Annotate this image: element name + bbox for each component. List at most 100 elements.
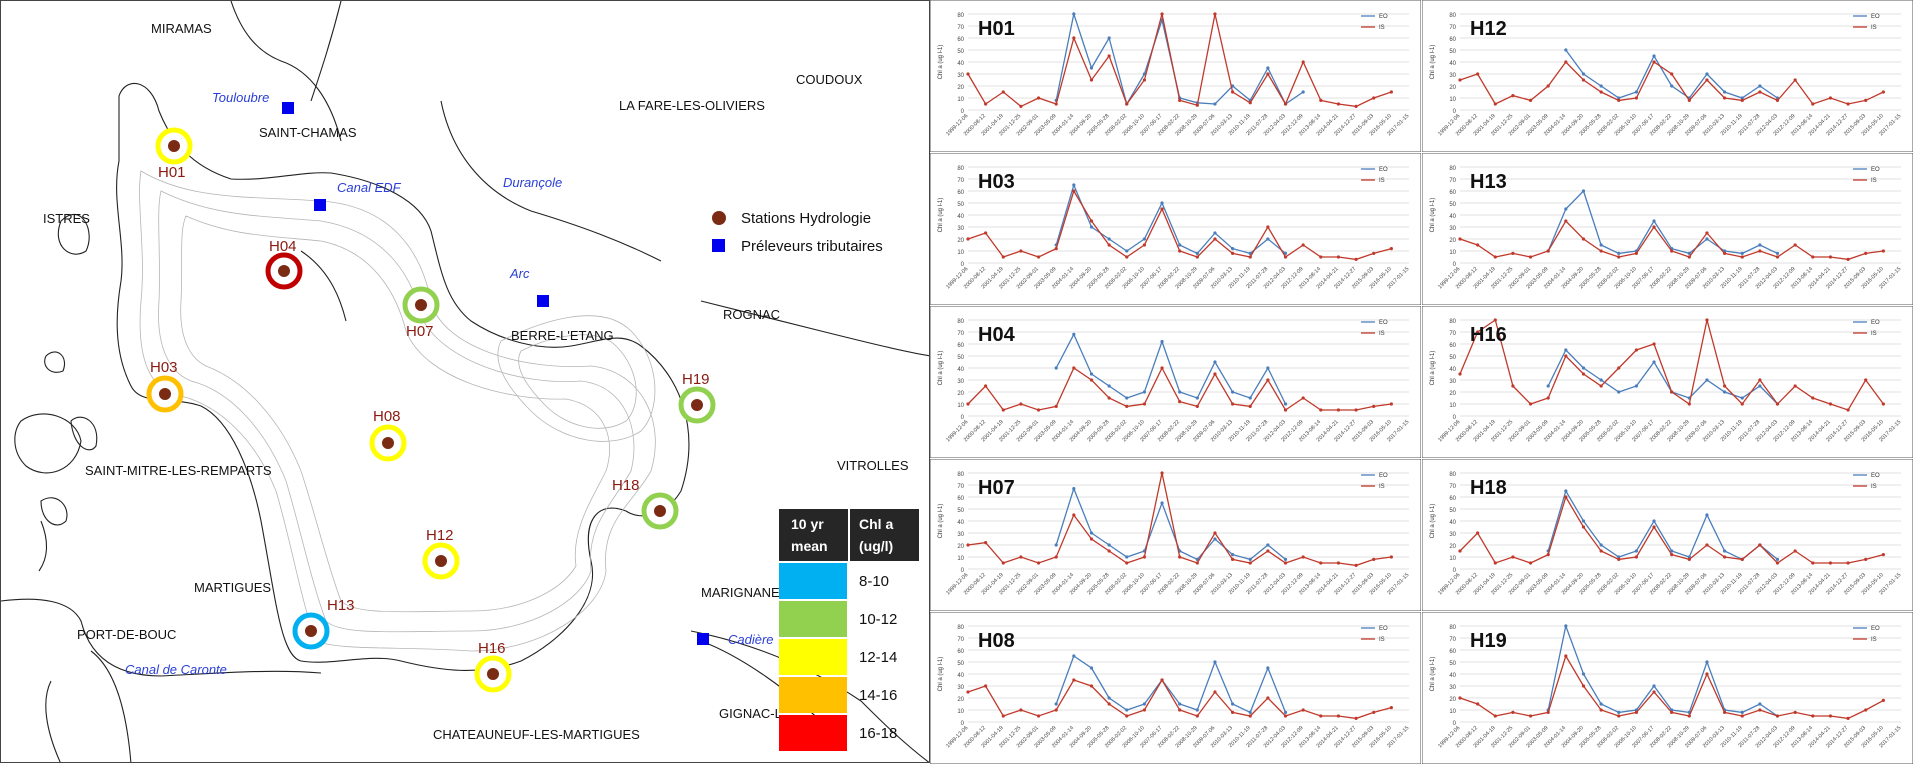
data-point xyxy=(1125,404,1129,408)
data-point xyxy=(1283,557,1288,561)
legend-entry: EO xyxy=(1871,14,1880,20)
chart-title: H08 xyxy=(978,630,1015,652)
chart-title: H12 xyxy=(1470,18,1507,40)
station-label: H07 xyxy=(406,323,434,340)
data-point xyxy=(1283,408,1288,412)
data-point xyxy=(966,72,970,76)
data-point xyxy=(1599,243,1603,247)
y-axis-label: Chl a (ug l-1) xyxy=(1430,657,1436,692)
legend-entry: IS xyxy=(1871,25,1877,31)
y-tick-label: 20 xyxy=(957,238,964,244)
data-point xyxy=(1793,78,1797,82)
coastline xyxy=(1,1,929,762)
data-point xyxy=(1107,702,1111,706)
data-point xyxy=(1125,255,1129,259)
data-point xyxy=(1389,706,1393,710)
station-H19[interactable]: H19 xyxy=(678,371,716,424)
legend-entry: IS xyxy=(1379,331,1385,337)
data-point xyxy=(1301,396,1305,400)
data-point xyxy=(1107,543,1111,547)
data-point xyxy=(1072,366,1076,370)
y-tick-label: 10 xyxy=(1449,709,1456,715)
data-point xyxy=(1634,90,1638,94)
y-tick-label: 10 xyxy=(957,403,964,409)
data-point xyxy=(1828,402,1833,406)
data-point xyxy=(1336,255,1341,259)
data-point xyxy=(1493,561,1497,565)
data-point xyxy=(1142,402,1146,406)
station-H18[interactable]: H18 xyxy=(612,477,679,530)
sampler-symbol xyxy=(712,239,725,252)
station-label: H12 xyxy=(426,527,454,544)
chart-title: H07 xyxy=(978,477,1015,499)
tributary-label: Canal de Caronte xyxy=(125,662,227,677)
data-point xyxy=(1248,255,1252,259)
data-point xyxy=(1195,396,1199,400)
data-point xyxy=(1142,243,1146,247)
data-point xyxy=(1476,702,1480,706)
data-point xyxy=(1178,249,1182,253)
chart-H01: 0 10 20 30 40 50 60 70 80 1999-12-06 2000-08-12 200… xyxy=(930,0,1421,152)
chart-H12: 0 10 20 30 40 50 60 70 80 1999-12-06 2000-08-12 200… xyxy=(1422,0,1913,152)
stations: H01 H04 H07 H03 H08 xyxy=(146,127,716,693)
data-point xyxy=(1564,354,1568,358)
sampler-marker xyxy=(537,295,549,307)
data-point xyxy=(1248,710,1252,714)
data-point xyxy=(1283,402,1288,406)
station-H13[interactable]: H13 xyxy=(292,597,355,650)
town-label: BERRE-L'ETANG xyxy=(511,328,614,343)
y-tick-label: 40 xyxy=(957,61,964,67)
data-point xyxy=(1528,255,1533,259)
data-point xyxy=(1142,708,1146,712)
data-point xyxy=(1723,555,1727,559)
data-point xyxy=(1687,255,1691,259)
data-point xyxy=(1107,696,1111,700)
data-point xyxy=(1107,54,1111,58)
data-point xyxy=(1389,555,1393,559)
town-label: ISTRES xyxy=(43,211,90,226)
data-point xyxy=(1634,555,1638,559)
data-point xyxy=(1581,672,1586,676)
station-H16[interactable]: H16 xyxy=(474,640,512,693)
data-point xyxy=(1546,396,1550,400)
data-point xyxy=(1846,716,1850,720)
station-H12[interactable]: H12 xyxy=(422,527,460,580)
data-point xyxy=(1283,251,1288,255)
y-tick-label: 20 xyxy=(1449,238,1456,244)
data-point xyxy=(984,684,988,688)
legend-entry: IS xyxy=(1379,484,1385,490)
y-tick-label: 60 xyxy=(957,496,964,502)
data-point xyxy=(1266,543,1270,547)
data-point xyxy=(1125,102,1129,106)
y-tick-label: 80 xyxy=(1449,625,1456,631)
y-tick-label: 80 xyxy=(1449,319,1456,325)
town-label: MIRAMAS xyxy=(151,21,212,36)
y-tick-label: 60 xyxy=(957,190,964,196)
data-point xyxy=(1528,561,1533,565)
data-point xyxy=(1881,402,1885,406)
data-point xyxy=(1758,702,1762,706)
station-H01[interactable]: H01 xyxy=(155,127,193,181)
station-H04[interactable]: H04 xyxy=(265,238,303,290)
data-point xyxy=(1740,96,1744,100)
station-label: H19 xyxy=(682,371,710,388)
data-point xyxy=(1107,384,1111,388)
data-point xyxy=(1564,60,1568,64)
y-tick-label: 20 xyxy=(957,391,964,397)
station-H07[interactable]: H07 xyxy=(402,286,440,340)
data-point xyxy=(1864,251,1868,255)
data-point xyxy=(1581,519,1586,523)
data-point xyxy=(1266,378,1270,382)
data-point xyxy=(1248,101,1252,105)
data-point xyxy=(1705,78,1709,82)
data-point xyxy=(1705,237,1709,241)
station-H03[interactable]: H03 xyxy=(146,359,184,413)
data-point xyxy=(1652,225,1656,229)
data-point xyxy=(1072,183,1076,187)
data-point xyxy=(1546,84,1550,88)
y-tick-label: 0 xyxy=(1453,262,1457,268)
y-tick-label: 40 xyxy=(957,367,964,373)
data-point xyxy=(1372,710,1376,714)
station-H08[interactable]: H08 xyxy=(369,408,407,462)
station-label: H08 xyxy=(373,408,401,425)
